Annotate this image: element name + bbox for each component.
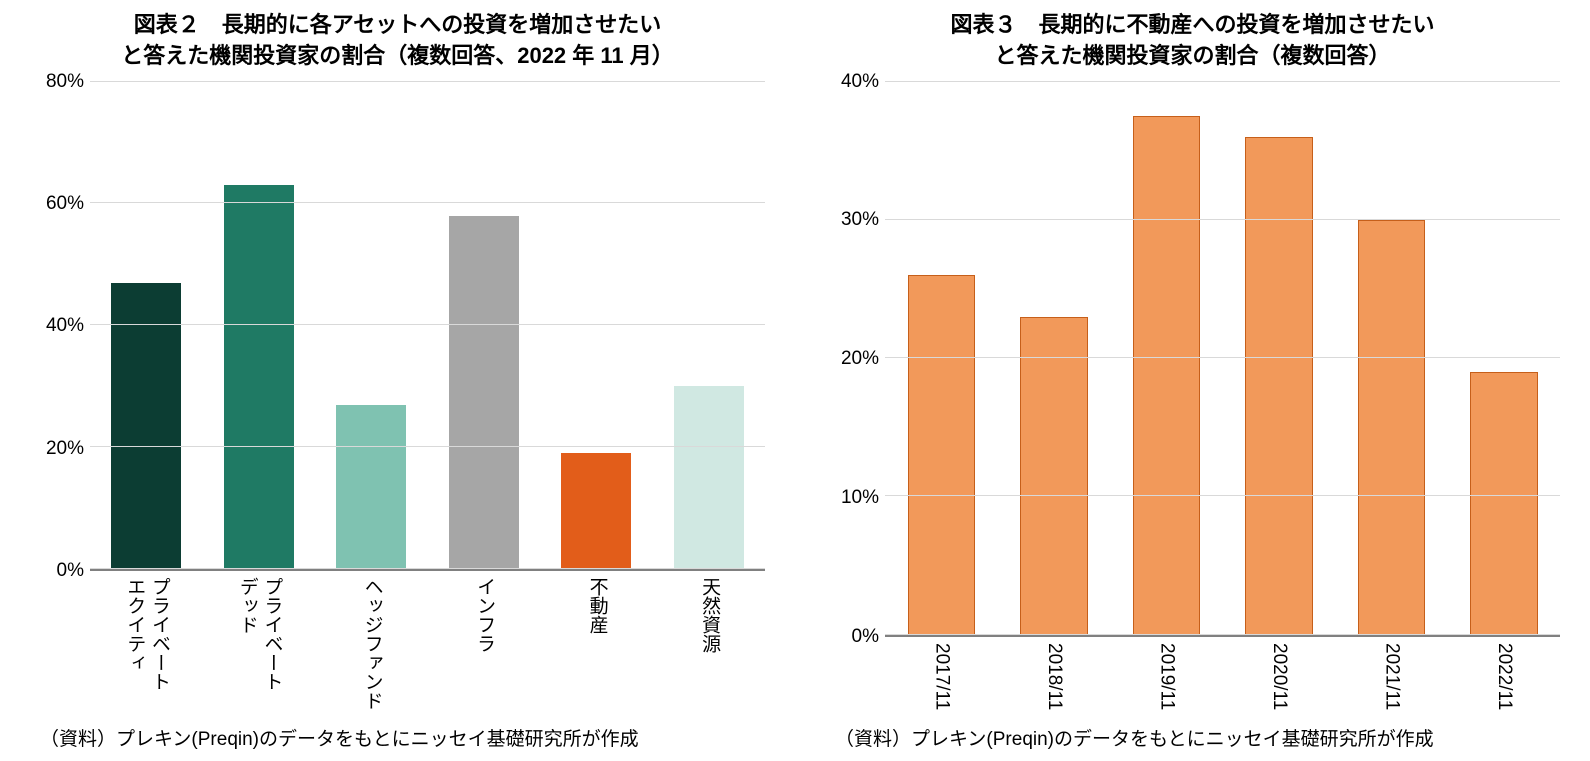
- chart2-plot: [90, 82, 765, 571]
- bar: [336, 405, 406, 569]
- bar: [674, 386, 744, 569]
- chart2-xaxis: プライベートエクイティ プライベートデッド ヘッジファンド インフラ 不動産 天然資源: [90, 571, 765, 710]
- xlabel: 2019/11: [1110, 637, 1223, 710]
- bar-slot: [428, 82, 541, 569]
- bar-slot: [90, 82, 203, 569]
- xlabel-text: プライベートエクイティ: [122, 577, 171, 710]
- chart2-panel: 図表２ 長期的に各アセットへの投資を増加させたい と答えた機関投資家の割合（複数…: [0, 0, 795, 761]
- bar: [1133, 116, 1201, 635]
- xlabel: 2020/11: [1223, 637, 1336, 710]
- xlabel: プライベートデッド: [203, 571, 316, 710]
- xlabel-text: 2022/11: [1493, 643, 1514, 710]
- bar: [1245, 137, 1313, 635]
- bar: [1020, 317, 1088, 635]
- bar: [561, 453, 631, 569]
- bar-slot: [1110, 82, 1223, 635]
- chart3-title-line2: と答えた機関投資家の割合（複数回答）: [825, 41, 1560, 72]
- xlabel: 不動産: [540, 571, 653, 710]
- bar-slot: [998, 82, 1111, 635]
- gridline: [885, 634, 1560, 635]
- chart3-yaxis: 40%30%20%10%0%: [825, 82, 885, 637]
- bar-slot: [540, 82, 653, 569]
- gridline: [885, 219, 1560, 220]
- gridline: [90, 446, 765, 447]
- bar: [1470, 372, 1538, 635]
- chart3-panel: 図表３ 長期的に不動産への投資を増加させたい と答えた機関投資家の割合（複数回答…: [795, 0, 1590, 761]
- bar-slot: [653, 82, 766, 569]
- xlabel: インフラ: [428, 571, 541, 710]
- xlabel-text: 天然資源: [696, 577, 721, 710]
- chart3-title: 図表３ 長期的に不動産への投資を増加させたい と答えた機関投資家の割合（複数回答…: [825, 10, 1560, 72]
- chart3-wrap: 40%30%20%10%0% 2017/11 2018/11 2019/11 2020…: [825, 82, 1560, 710]
- xlabel-text: ヘッジファンド: [359, 577, 384, 710]
- xlabel-text: 2020/11: [1268, 643, 1289, 710]
- xlabel: ヘッジファンド: [315, 571, 428, 710]
- gridline: [90, 324, 765, 325]
- bar-slot: [203, 82, 316, 569]
- xlabel-text: 2018/11: [1043, 643, 1064, 710]
- chart2-title-line1: 図表２ 長期的に各アセットへの投資を増加させたい: [30, 10, 765, 41]
- xlabel: 2018/11: [998, 637, 1111, 710]
- bar-slot: [1223, 82, 1336, 635]
- bar-slot: [315, 82, 428, 569]
- bar: [224, 185, 294, 569]
- xlabel: プライベートエクイティ: [90, 571, 203, 710]
- gridline: [885, 357, 1560, 358]
- bar-slot: [1448, 82, 1561, 635]
- gridline: [90, 81, 765, 82]
- chart3-title-line1: 図表３ 長期的に不動産への投資を増加させたい: [825, 10, 1560, 41]
- xlabel-text: インフラ: [471, 577, 496, 710]
- xlabel-text: プライベートデッド: [234, 577, 283, 710]
- gridline: [90, 202, 765, 203]
- gridline: [885, 495, 1560, 496]
- chart2-source: （資料）プレキン(Preqin)のデータをもとにニッセイ基礎研究所が作成: [30, 724, 765, 751]
- xlabel: 2017/11: [885, 637, 998, 710]
- chart2-title-line2: と答えた機関投資家の割合（複数回答、2022 年 11 月）: [30, 41, 765, 72]
- chart3-xaxis: 2017/11 2018/11 2019/11 2020/11 2021/11 2022/…: [885, 637, 1560, 710]
- xlabel-text: 2019/11: [1156, 643, 1177, 710]
- bar: [1358, 220, 1426, 635]
- gridline: [90, 568, 765, 569]
- chart3-plot: [885, 82, 1560, 637]
- chart2-area: 80%60%40%20%0%: [30, 82, 765, 571]
- chart3-area: 40%30%20%10%0%: [825, 82, 1560, 637]
- bar-slot: [885, 82, 998, 635]
- gridline: [885, 81, 1560, 82]
- chart2-yaxis: 80%60%40%20%0%: [30, 82, 90, 571]
- xlabel: 天然資源: [653, 571, 766, 710]
- bar: [111, 283, 181, 569]
- xlabel-text: 不動産: [584, 577, 609, 710]
- chart2-title: 図表２ 長期的に各アセットへの投資を増加させたい と答えた機関投資家の割合（複数…: [30, 10, 765, 72]
- xlabel: 2021/11: [1335, 637, 1448, 710]
- bar: [449, 216, 519, 569]
- chart3-source: （資料）プレキン(Preqin)のデータをもとにニッセイ基礎研究所が作成: [825, 724, 1560, 751]
- bar-slot: [1335, 82, 1448, 635]
- xlabel: 2022/11: [1448, 637, 1561, 710]
- chart2-wrap: 80%60%40%20%0% プライベートエクイティ プライベートデッド ヘッジファ…: [30, 82, 765, 710]
- xlabel-text: 2021/11: [1381, 643, 1402, 710]
- xlabel-text: 2017/11: [931, 643, 952, 710]
- bar: [908, 275, 976, 635]
